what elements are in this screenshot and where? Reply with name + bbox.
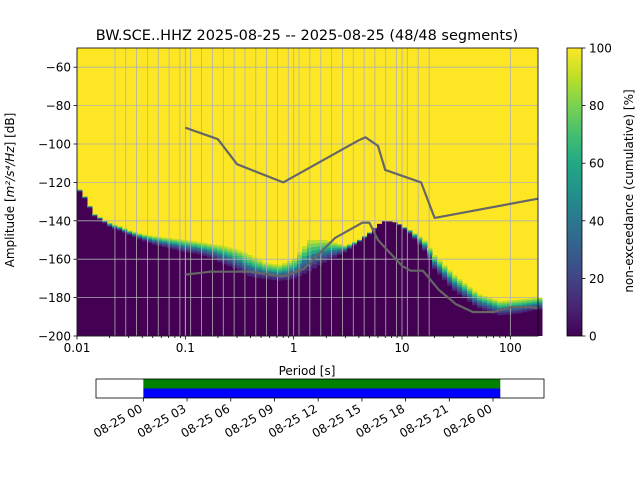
y-tick-label: −180 [38,291,71,305]
timeline-tick-label: 08-25 03 [135,401,189,440]
segment-bar-used [143,379,501,389]
timeline-tick-label: 08-26 00 [441,401,495,440]
x-tick-label: 0.01 [64,341,91,355]
probability-heatmap [77,48,543,336]
y-tick-label: −120 [38,176,71,190]
y-tick-label: −140 [38,214,71,228]
segment-bar-available [143,388,501,398]
x-tick-label: 0.1 [176,341,195,355]
plot-frame [76,47,539,337]
grid-lines [76,48,538,337]
colorbar-tick-label: 80 [589,99,604,113]
y-tick-label: −160 [38,253,71,267]
y-axis-ticks: −60 −80 −100 −120 −140 −160 −180 −200 [38,61,77,344]
x-tick-label: 100 [499,341,522,355]
timeline-tick-label: 08-25 15 [310,401,364,440]
y-axis-label-suffix: ] [dB] [3,113,17,147]
x-axis-label: Period [s] [279,364,336,378]
colorbar-tick-label: 0 [589,330,597,344]
timeline-tick-label: 08-25 09 [222,401,276,440]
y-tick-label: −100 [38,138,71,152]
low-noise-model-line [185,221,539,314]
colorbar-label: non-exceedance (cumulative) [%] [622,89,636,292]
y-tick-label: −200 [38,330,71,344]
x-axis-ticks: 0.01 0.1 1 10 100 [64,336,522,355]
colorbar-tick-label: 40 [589,214,604,228]
x-tick-label: 1 [290,341,298,355]
timeline-tick-label: 08-25 21 [397,401,451,440]
x-tick-label: 10 [394,341,409,355]
high-noise-model-line [184,126,539,219]
timeline-tick-label: 08-25 06 [179,401,233,440]
noise-model-curves [184,126,539,314]
colorbar: 0 20 40 60 80 100 [566,42,612,344]
timeline-tick-label: 08-25 18 [353,401,407,440]
colorbar-gradient [566,47,583,337]
timeline-tick-label: 08-25 00 [91,401,145,440]
timeline-tick-label: 08-25 12 [266,401,320,440]
y-axis-label-prefix: Amplitude [ [3,197,17,267]
colorbar-tick-label: 100 [589,42,612,56]
y-axis-label: Amplitude [m²/s⁴/Hz] [dB] [3,113,17,268]
y-tick-label: −60 [46,61,71,75]
chart-title: BW.SCE..HHZ 2025-08-25 -- 2025-08-25 (48… [96,28,518,44]
psd-plot-area: 0.01 0.1 1 10 100 −60 −80 −100 −120 −140 −160 −180… [38,47,543,355]
colorbar-tick-label: 60 [589,157,604,171]
y-tick-label: −80 [46,99,71,113]
colorbar-tick-label: 20 [589,272,604,286]
y-axis-label-units: m²/s⁴/Hz [3,146,17,198]
